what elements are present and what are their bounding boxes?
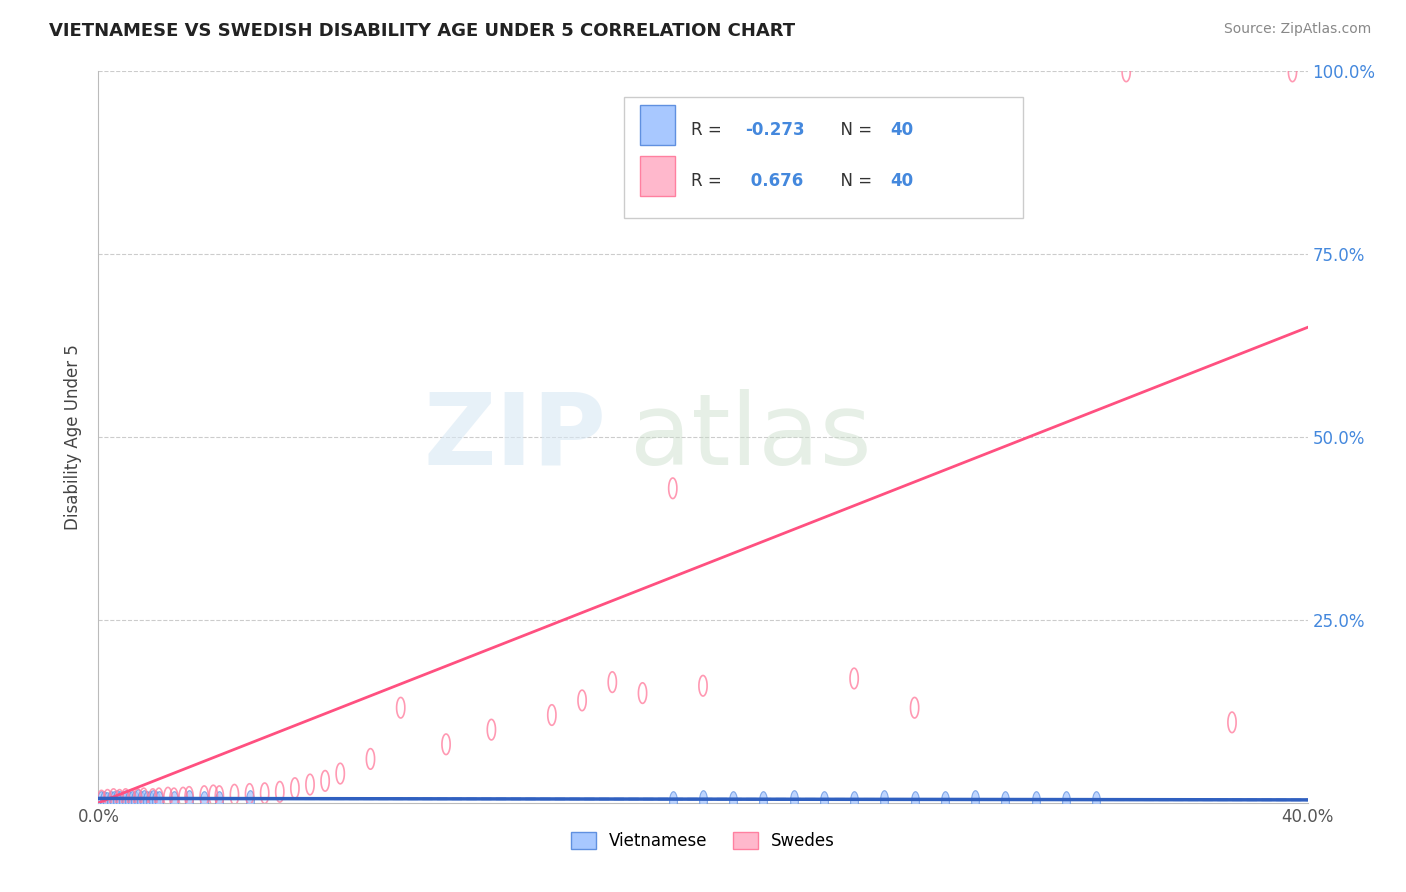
Point bbox=[163, 794, 186, 808]
Point bbox=[172, 790, 194, 805]
Text: VIETNAMESE VS SWEDISH DISABILITY AGE UNDER 5 CORRELATION CHART: VIETNAMESE VS SWEDISH DISABILITY AGE UND… bbox=[49, 22, 796, 40]
Y-axis label: Disability Age Under 5: Disability Age Under 5 bbox=[65, 344, 83, 530]
Point bbox=[108, 793, 131, 807]
Legend: Vietnamese, Swedes: Vietnamese, Swedes bbox=[564, 825, 842, 856]
Point bbox=[127, 792, 149, 806]
Point bbox=[661, 794, 683, 808]
Point bbox=[108, 794, 131, 808]
Point bbox=[1024, 794, 1046, 808]
Point bbox=[239, 793, 262, 807]
Point bbox=[360, 752, 382, 766]
Point bbox=[202, 789, 225, 803]
Point bbox=[692, 793, 714, 807]
Point bbox=[129, 794, 152, 808]
FancyBboxPatch shape bbox=[640, 156, 675, 195]
Point bbox=[118, 794, 141, 808]
Point bbox=[193, 794, 215, 808]
Point bbox=[1220, 715, 1243, 730]
Point bbox=[179, 789, 201, 804]
Text: atlas: atlas bbox=[630, 389, 872, 485]
Point bbox=[148, 794, 170, 808]
Point bbox=[873, 793, 896, 807]
Point bbox=[1054, 794, 1077, 808]
Point bbox=[269, 785, 291, 799]
FancyBboxPatch shape bbox=[624, 97, 1024, 218]
Point bbox=[752, 794, 775, 808]
Point bbox=[631, 686, 654, 700]
Point bbox=[904, 700, 927, 714]
Point bbox=[253, 786, 276, 800]
Point bbox=[139, 794, 162, 808]
Point bbox=[127, 792, 149, 806]
Point bbox=[121, 793, 143, 807]
Point bbox=[481, 723, 503, 737]
Point bbox=[132, 791, 155, 805]
Point bbox=[135, 794, 157, 808]
Point bbox=[208, 794, 231, 808]
Text: -0.273: -0.273 bbox=[745, 121, 806, 139]
Text: R =: R = bbox=[690, 121, 727, 139]
Point bbox=[90, 794, 112, 808]
Point bbox=[783, 793, 806, 807]
Text: N =: N = bbox=[830, 172, 877, 190]
Point bbox=[103, 794, 125, 808]
Point bbox=[163, 791, 186, 805]
Point bbox=[156, 790, 179, 805]
Point bbox=[208, 789, 231, 804]
Point bbox=[142, 793, 165, 807]
Point bbox=[844, 672, 866, 686]
Point bbox=[389, 700, 412, 714]
Text: ZIP: ZIP bbox=[423, 389, 606, 485]
Point bbox=[994, 794, 1017, 808]
Point bbox=[121, 794, 143, 808]
Point bbox=[90, 794, 112, 808]
Text: 0.676: 0.676 bbox=[745, 172, 804, 190]
Point bbox=[145, 794, 167, 808]
Point bbox=[114, 792, 136, 806]
Point bbox=[904, 794, 927, 808]
Point bbox=[934, 794, 956, 808]
Point bbox=[132, 793, 155, 807]
Point bbox=[96, 793, 118, 807]
Point bbox=[193, 789, 215, 804]
Point bbox=[813, 794, 835, 808]
Text: Source: ZipAtlas.com: Source: ZipAtlas.com bbox=[1223, 22, 1371, 37]
Point bbox=[103, 792, 125, 806]
Text: 40: 40 bbox=[890, 172, 914, 190]
Point bbox=[965, 793, 987, 807]
Point bbox=[148, 791, 170, 805]
Point bbox=[105, 793, 128, 807]
Point bbox=[602, 675, 624, 690]
Point bbox=[111, 794, 134, 808]
Point bbox=[96, 795, 118, 809]
Point bbox=[329, 766, 352, 780]
Point bbox=[179, 793, 201, 807]
Point bbox=[1085, 794, 1108, 808]
Point bbox=[1115, 64, 1137, 78]
Text: R =: R = bbox=[690, 172, 727, 190]
Point bbox=[124, 794, 146, 808]
Point bbox=[661, 481, 683, 495]
Point bbox=[93, 794, 115, 808]
Point bbox=[540, 708, 562, 723]
Point bbox=[1281, 64, 1303, 78]
Point bbox=[434, 737, 457, 751]
Point bbox=[314, 773, 336, 788]
Point bbox=[224, 788, 246, 802]
Point bbox=[100, 794, 122, 808]
Text: 40: 40 bbox=[890, 121, 914, 139]
Point bbox=[571, 693, 593, 707]
FancyBboxPatch shape bbox=[640, 105, 675, 145]
Point bbox=[723, 794, 745, 808]
Point bbox=[114, 793, 136, 807]
Point bbox=[692, 679, 714, 693]
Point bbox=[239, 787, 262, 801]
Text: N =: N = bbox=[830, 121, 877, 139]
Point bbox=[284, 781, 307, 796]
Point bbox=[299, 778, 322, 792]
Point bbox=[844, 794, 866, 808]
Point bbox=[142, 792, 165, 806]
